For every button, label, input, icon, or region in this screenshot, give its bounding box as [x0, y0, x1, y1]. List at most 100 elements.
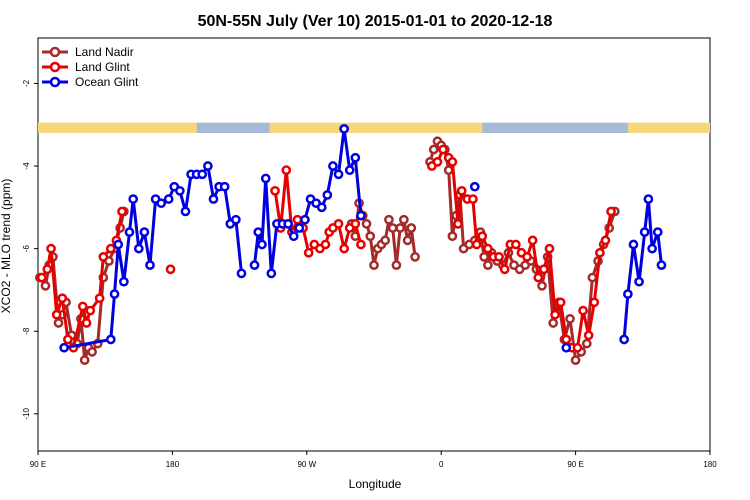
data-point: [57, 293, 68, 304]
x-tick-label: 180: [703, 460, 717, 469]
data-point: [479, 252, 489, 262]
legend-swatch-marker: [49, 76, 61, 88]
data-point: [260, 173, 271, 184]
legend-label: Land Nadir: [75, 45, 134, 59]
data-point: [303, 247, 314, 258]
data-point: [300, 214, 310, 225]
data-point: [623, 289, 633, 299]
data-point: [606, 206, 616, 217]
data-point: [570, 355, 581, 365]
data-point: [628, 239, 639, 250]
data-point: [365, 231, 376, 242]
y-tick-label: -2: [22, 79, 31, 87]
land-mask-band: [38, 122, 710, 133]
data-point: [128, 194, 139, 204]
data-point: [561, 342, 572, 353]
legend-item: Land Nadir: [42, 45, 134, 59]
data-point: [544, 243, 555, 254]
data-point: [402, 235, 413, 246]
data-point: [477, 231, 488, 242]
data-point: [350, 219, 361, 229]
x-axis-label: Longitude: [349, 477, 402, 491]
series-line: [431, 148, 613, 350]
data-point: [180, 206, 191, 217]
data-point: [533, 272, 544, 283]
data-point: [203, 161, 213, 171]
data-point: [589, 297, 600, 308]
data-point: [316, 202, 327, 213]
data-point: [581, 338, 592, 349]
data-point: [406, 223, 417, 233]
land-band: [38, 122, 710, 133]
legend-swatch-marker: [49, 46, 61, 58]
legend-item: Land Glint: [42, 60, 130, 74]
ocean-band: [482, 122, 628, 133]
data-point: [600, 235, 611, 246]
chart-title: 50N-55N July (Ver 10) 2015-01-01 to 2020…: [198, 13, 553, 30]
data-point: [428, 144, 439, 155]
y-axis: -2 -4 -6 -8 -10: [22, 79, 38, 420]
data-point: [163, 194, 174, 204]
y-axis-label: XCO2 - MLO trend (ppm): [0, 179, 13, 314]
data-point: [288, 231, 299, 242]
legend-item: Ocean Glint: [42, 75, 139, 89]
series-land-nadir: [35, 136, 620, 365]
data-point: [399, 214, 409, 225]
data-point: [537, 280, 547, 291]
y-tick-label: -4: [22, 162, 31, 170]
data-point: [350, 152, 361, 163]
data-point: [328, 161, 338, 171]
data-point: [356, 210, 366, 221]
series-layer: [35, 124, 667, 365]
data-point: [270, 185, 280, 196]
data-point: [219, 181, 230, 192]
data-point: [456, 185, 467, 196]
data-point: [119, 276, 129, 287]
data-point: [634, 276, 644, 287]
data-point: [283, 219, 293, 229]
data-point: [124, 227, 135, 237]
data-point: [578, 305, 588, 316]
data-point: [652, 227, 663, 237]
data-point: [249, 260, 260, 270]
data-point: [643, 194, 654, 204]
data-point: [253, 227, 264, 237]
data-point: [550, 309, 560, 320]
data-point: [380, 235, 391, 246]
data-point: [40, 280, 51, 291]
data-point: [94, 293, 105, 304]
data-point: [105, 334, 116, 345]
data-point: [281, 165, 292, 176]
data-point: [105, 243, 116, 254]
x-tick-label: 180: [166, 460, 180, 469]
data-point: [438, 144, 448, 155]
legend-label: Land Glint: [75, 60, 130, 74]
data-point: [53, 318, 64, 328]
series-land-glint: [36, 144, 616, 353]
data-point: [565, 313, 575, 324]
data-point: [522, 252, 532, 262]
x-tick-label: 90 E: [567, 460, 583, 469]
series-line: [273, 168, 363, 255]
data-point: [266, 268, 277, 279]
data-point: [572, 342, 583, 353]
data-point: [391, 260, 402, 270]
data-point: [339, 243, 349, 254]
data-point: [46, 243, 56, 254]
legend-label: Ocean Glint: [75, 75, 139, 89]
data-point: [511, 239, 521, 250]
data-point: [79, 355, 90, 365]
data-point: [561, 334, 572, 345]
data-point: [548, 318, 559, 328]
series-ocean-glint: [59, 124, 667, 353]
data-point: [133, 243, 144, 254]
data-point: [333, 219, 344, 229]
data-point: [583, 330, 594, 341]
data-point: [98, 252, 109, 262]
data-point: [432, 157, 443, 167]
data-point: [197, 169, 208, 180]
data-point: [539, 264, 549, 275]
data-point: [117, 206, 127, 217]
